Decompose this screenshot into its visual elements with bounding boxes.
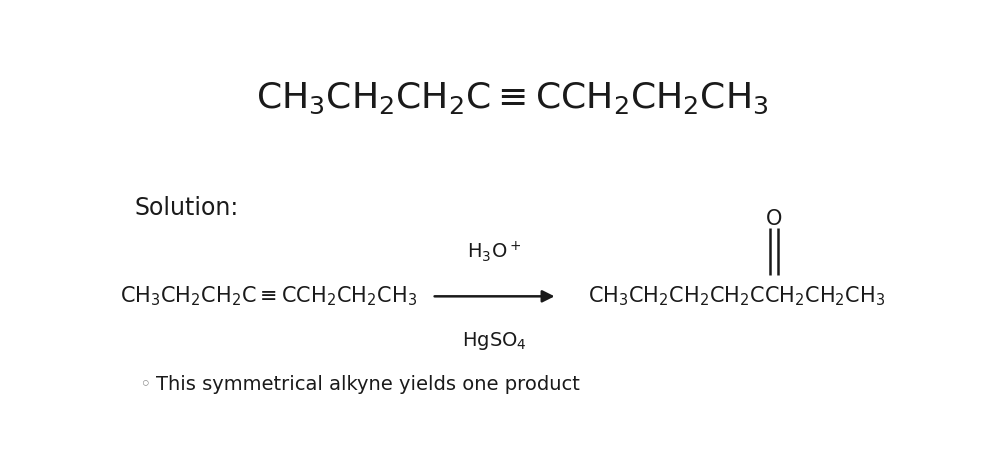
- Text: O: O: [765, 209, 782, 229]
- Text: This symmetrical alkyne yields one product: This symmetrical alkyne yields one produ…: [156, 375, 579, 394]
- Text: CH$_3$CH$_2$CH$_2$C$\equiv$CCH$_2$CH$_2$CH$_3$: CH$_3$CH$_2$CH$_2$C$\equiv$CCH$_2$CH$_2$…: [120, 285, 417, 308]
- Text: ◦: ◦: [139, 375, 150, 394]
- Text: CH$_3$CH$_2$CH$_2$CH$_2$CCH$_2$CH$_2$CH$_3$: CH$_3$CH$_2$CH$_2$CH$_2$CCH$_2$CH$_2$CH$…: [587, 285, 885, 308]
- Text: Solution:: Solution:: [135, 196, 239, 220]
- Text: CH$_3$CH$_2$CH$_2$C$\equiv$CCH$_2$CH$_2$CH$_3$: CH$_3$CH$_2$CH$_2$C$\equiv$CCH$_2$CH$_2$…: [256, 81, 768, 116]
- Text: HgSO$_4$: HgSO$_4$: [462, 330, 526, 352]
- Text: H$_3$O$^+$: H$_3$O$^+$: [468, 239, 521, 264]
